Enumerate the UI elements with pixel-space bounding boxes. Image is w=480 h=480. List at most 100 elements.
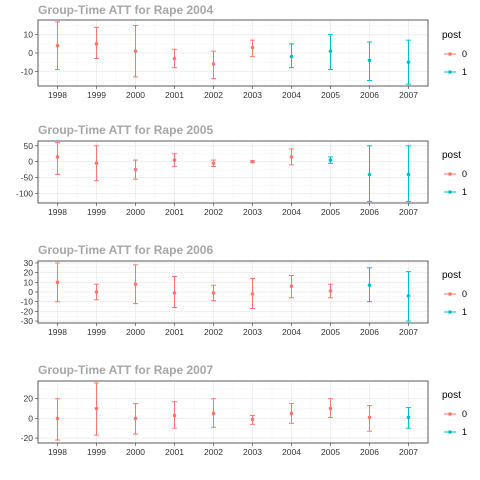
x-tick-label: 2007: [399, 207, 418, 217]
x-tick-label: 2006: [360, 207, 379, 217]
x-tick-label: 2006: [360, 90, 379, 100]
x-tick-label: 2001: [165, 90, 184, 100]
x-tick-label: 2005: [321, 207, 340, 217]
data-point-series-0: [55, 155, 60, 159]
data-point-series-0: [133, 416, 138, 421]
legend-key-point: [448, 52, 452, 56]
legend-label: 0: [462, 49, 467, 59]
legend-title: post: [442, 30, 461, 41]
x-tick-label: 2001: [165, 207, 184, 217]
y-tick-label: 30: [24, 258, 34, 268]
x-tick-label: 2004: [282, 90, 301, 100]
data-point-series-1: [367, 58, 372, 63]
panel-border: [37, 260, 429, 324]
data-point-series-0: [172, 291, 177, 295]
x-tick-label: 1998: [48, 327, 67, 337]
panel-border: [37, 140, 429, 204]
data-point-series-0: [55, 280, 60, 285]
x-tick-label: 1999: [87, 90, 106, 100]
legend-key-point: [448, 310, 452, 314]
x-tick-label: 2005: [321, 447, 340, 457]
y-tick-label: 0: [28, 157, 33, 167]
x-tick-label: 1998: [48, 207, 67, 217]
x-tick-label: 2003: [243, 447, 262, 457]
x-tick-label: 2002: [204, 90, 223, 100]
y-tick-label: 10: [24, 30, 34, 40]
x-tick-label: 1999: [87, 207, 106, 217]
data-point-series-0: [250, 292, 255, 296]
y-tick-label: -20: [21, 433, 34, 443]
x-tick-label: 2000: [126, 90, 145, 100]
legend-title: post: [442, 150, 461, 161]
data-point-series-0: [250, 45, 255, 50]
data-point-series-1: [367, 283, 372, 288]
y-tick-label: 10: [24, 277, 34, 287]
y-tick-label: 0: [28, 287, 33, 297]
data-point-series-0: [94, 406, 99, 411]
data-point-series-0: [94, 161, 99, 166]
y-tick-label: -10: [21, 66, 34, 76]
data-point-series-0: [94, 290, 99, 294]
data-point-series-0: [211, 291, 216, 295]
data-point-series-1: [328, 158, 333, 162]
data-point-series-0: [55, 416, 60, 421]
data-point-series-0: [250, 417, 255, 422]
y-tick-label: 20: [24, 394, 34, 404]
y-tick-label: 50: [24, 141, 34, 151]
x-tick-label: 2000: [126, 327, 145, 337]
data-point-series-0: [172, 158, 177, 162]
x-tick-label: 2003: [243, 207, 262, 217]
legend-label: 1: [462, 67, 467, 77]
data-point-series-0: [328, 406, 333, 411]
x-tick-label: 2004: [282, 327, 301, 337]
panel-border: [37, 19, 429, 87]
legend-label: 0: [462, 169, 467, 179]
data-point-series-0: [211, 161, 216, 166]
data-point-series-0: [94, 42, 99, 46]
data-point-series-0: [289, 411, 294, 416]
x-tick-label: 2001: [165, 327, 184, 337]
x-tick-label: 2007: [399, 327, 418, 337]
x-tick-label: 2005: [321, 90, 340, 100]
x-tick-label: 2002: [204, 447, 223, 457]
data-point-series-1: [406, 294, 411, 298]
data-point-series-0: [250, 159, 255, 164]
data-point-series-1: [328, 49, 333, 53]
x-tick-label: 1999: [87, 327, 106, 337]
y-tick-label: -50: [21, 173, 34, 183]
data-point-series-0: [133, 167, 138, 172]
legend-key-point: [448, 70, 452, 74]
y-tick-label: 20: [24, 268, 34, 278]
data-point-series-0: [133, 49, 138, 53]
x-tick-label: 2005: [321, 327, 340, 337]
chart-panel-3: Group-Time ATT for Rape 2007 -20 0 20 1998 19…: [21, 363, 467, 457]
legend-label: 1: [462, 307, 467, 317]
legend-label: 1: [462, 187, 467, 197]
x-tick-label: 2002: [204, 207, 223, 217]
legend-key-point: [448, 430, 452, 434]
y-tick-label: -30: [21, 316, 34, 326]
chart-title: Group-Time ATT for Rape 2006: [38, 243, 213, 257]
y-tick-label: 0: [28, 413, 33, 423]
x-tick-label: 2000: [126, 207, 145, 217]
x-tick-label: 1999: [87, 447, 106, 457]
legend-title: post: [442, 390, 461, 401]
data-point-series-0: [328, 289, 333, 293]
x-tick-label: 2003: [243, 327, 262, 337]
data-point-series-0: [289, 155, 294, 159]
data-point-series-0: [133, 282, 138, 287]
x-tick-label: 2006: [360, 447, 379, 457]
legend-label: 1: [462, 427, 467, 437]
y-tick-label: -10: [21, 297, 34, 307]
chart-panel-2: Group-Time ATT for Rape 2006-30-20-10010…: [21, 243, 467, 337]
chart-panel-1: Group-Time ATT for Rape 2005 -100 -50 0 50 19…: [16, 123, 467, 217]
data-point-series-0: [211, 411, 216, 416]
chart-title: Group-Time ATT for Rape 2004: [38, 3, 213, 17]
x-tick-label: 2007: [399, 447, 418, 457]
x-tick-label: 2000: [126, 447, 145, 457]
x-tick-label: 1998: [48, 447, 67, 457]
chart-title: Group-Time ATT for Rape 2007: [38, 363, 213, 377]
x-tick-label: 2004: [282, 207, 301, 217]
